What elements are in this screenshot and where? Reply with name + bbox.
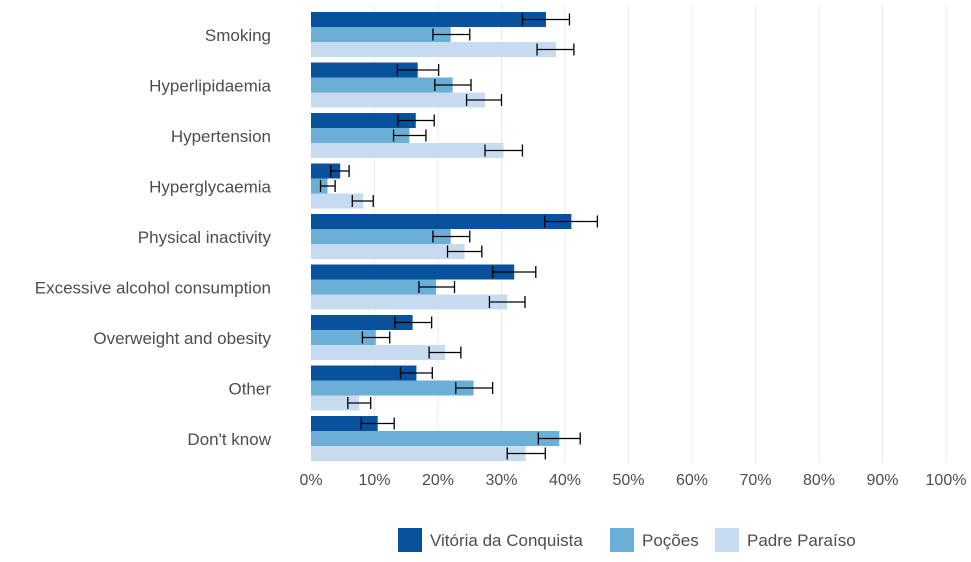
bar (311, 264, 515, 280)
error-bar (484, 144, 524, 157)
legend-label: Padre Paraíso (747, 531, 856, 550)
error-bar (455, 382, 494, 394)
category-label: Overweight and obesity (93, 329, 271, 348)
bars (311, 12, 572, 461)
error-bar (432, 28, 471, 41)
bar (311, 365, 417, 381)
x-tick-label: 10% (358, 472, 390, 489)
error-bar (491, 266, 537, 278)
bar (311, 380, 474, 396)
error-bar (399, 367, 433, 379)
x-tick-label: 80% (803, 472, 835, 489)
legend-label: Vitória da Conquista (430, 531, 583, 550)
error-bar (361, 331, 391, 344)
error-bar (392, 129, 427, 142)
bar (311, 113, 416, 128)
category-labels: Smoking Hyperlipidaemia Hypertension Hyperg… (35, 26, 272, 449)
bar (311, 92, 485, 108)
error-bar (432, 230, 471, 243)
legend-item: Vitória da Conquista (398, 528, 583, 552)
x-tick-label: 90% (866, 472, 898, 489)
category-label: Hyperglycaemia (149, 178, 271, 197)
legend-swatch (398, 528, 422, 552)
category-label: Physical inactivity (138, 228, 272, 247)
error-bar (330, 165, 350, 177)
legend-label: Poções (642, 531, 699, 550)
error-bar (506, 447, 546, 460)
error-bar (537, 432, 581, 445)
bar (311, 345, 445, 360)
bar (311, 431, 560, 446)
x-tick-label: 60% (676, 472, 708, 489)
category-label: Excessive alcohol consumption (35, 279, 271, 298)
error-bar (434, 79, 472, 91)
legend: Vitória da Conquista Poções Padre Paraíso (398, 528, 856, 552)
bar (311, 193, 364, 209)
error-bar (521, 13, 571, 26)
legend-swatch (715, 528, 739, 552)
bar (311, 163, 341, 179)
bar (311, 446, 526, 461)
bar (311, 279, 437, 295)
category-label: Smoking (205, 26, 271, 45)
x-tick-label: 40% (549, 472, 581, 489)
bar (311, 143, 504, 158)
error-bar (418, 281, 456, 293)
category-label: Don't know (187, 430, 271, 449)
bar (311, 27, 451, 42)
error-bar (347, 397, 372, 409)
bar (311, 330, 376, 345)
bar (311, 77, 453, 93)
error-bars (319, 13, 599, 460)
category-label: Hypertension (171, 127, 271, 146)
bar (311, 12, 546, 27)
error-bar (396, 64, 440, 76)
category-label: Hyperlipidaemia (149, 77, 271, 96)
bar (311, 294, 508, 310)
error-bar (488, 296, 526, 308)
error-bar (465, 94, 503, 106)
error-bar (446, 245, 483, 258)
error-bar (351, 195, 374, 207)
bar (311, 315, 413, 330)
error-bar (394, 316, 433, 329)
x-axis-tick-labels: 0% 10% 20% 30% 40% 50% 60% 70% 80% 90% 100% (299, 472, 966, 489)
bar (311, 62, 418, 78)
legend-item: Padre Paraíso (715, 528, 856, 552)
error-bar (428, 346, 462, 359)
error-bar (544, 215, 599, 228)
bar (311, 128, 410, 143)
error-bar (360, 417, 395, 430)
category-label: Other (228, 380, 271, 399)
x-tick-label: 50% (612, 472, 644, 489)
bar (311, 42, 557, 57)
bar (311, 229, 451, 244)
x-tick-label: 70% (739, 472, 771, 489)
legend-item: Poções (610, 528, 699, 552)
x-tick-label: 0% (299, 472, 322, 489)
bar (311, 244, 465, 259)
error-bar (397, 114, 435, 127)
x-tick-label: 20% (422, 472, 454, 489)
error-bar (536, 43, 575, 56)
legend-swatch (610, 528, 634, 552)
bar (311, 178, 328, 194)
x-tick-label: 30% (485, 472, 517, 489)
error-bar (319, 180, 336, 192)
x-tick-label: 100% (926, 472, 967, 489)
bar (311, 214, 572, 229)
